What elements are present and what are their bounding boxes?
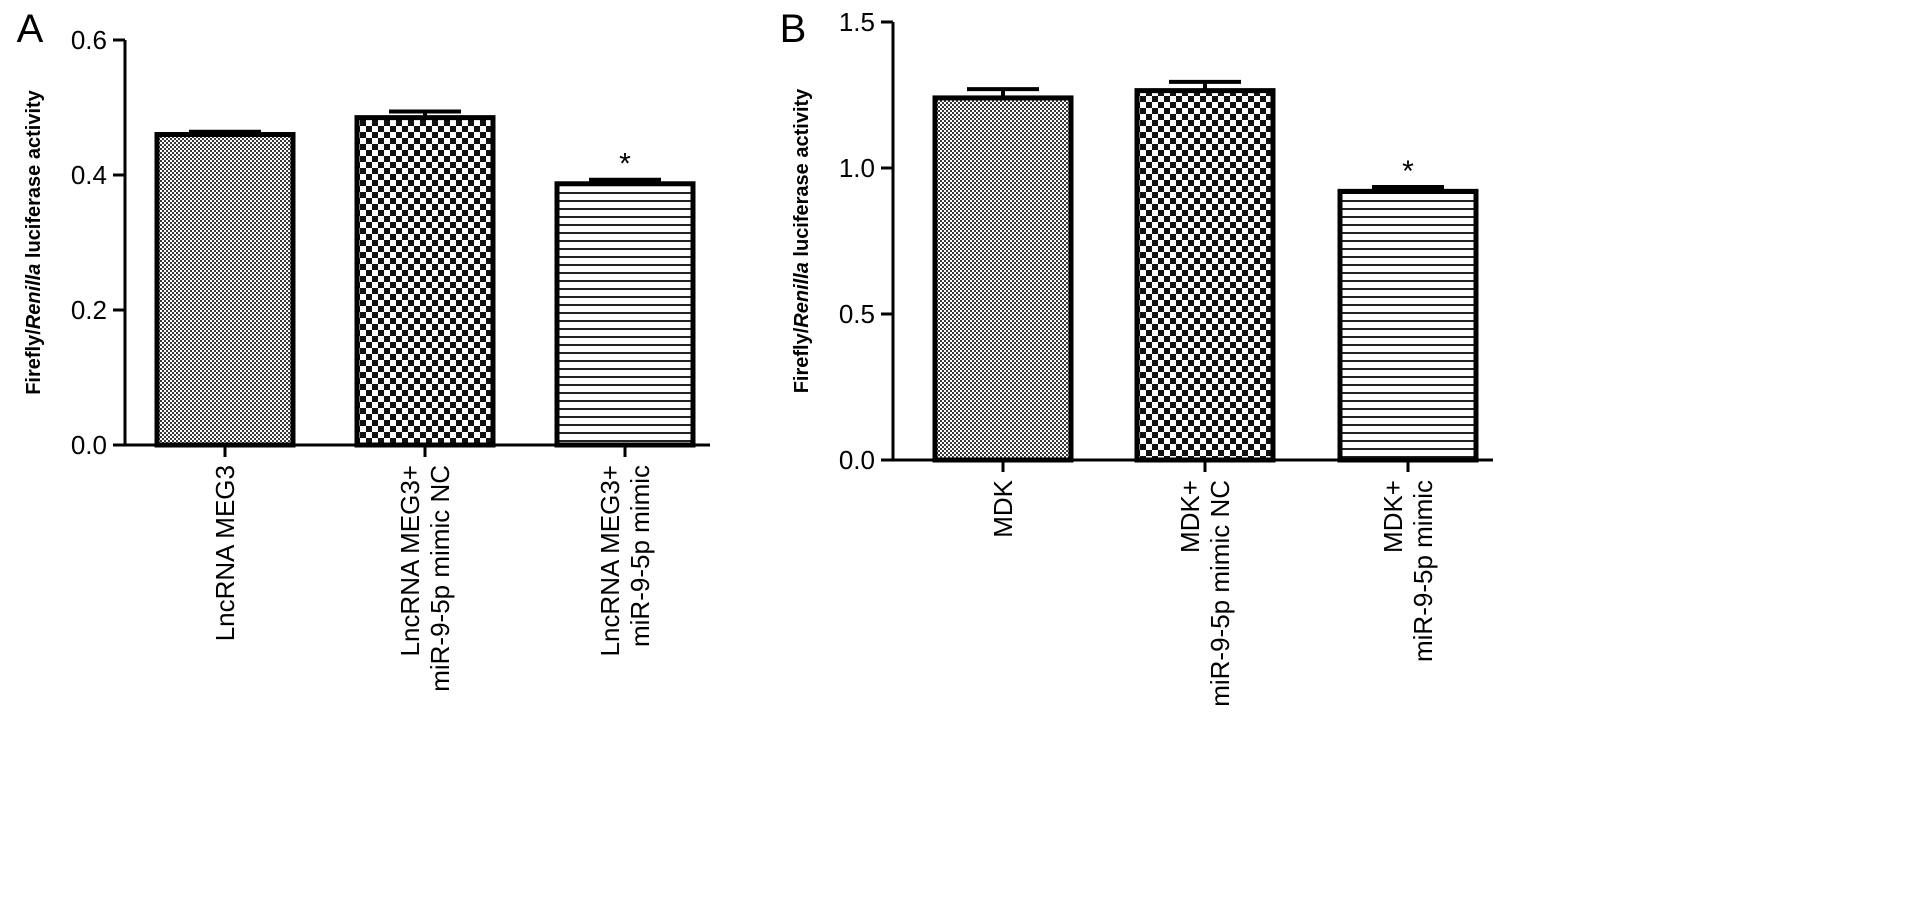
bar: [154, 132, 296, 448]
panel-label: A: [17, 7, 44, 51]
y-tick-label: 0.0: [839, 445, 875, 475]
y-tick-label: 0.2: [71, 295, 107, 325]
bar: [554, 181, 696, 448]
y-tick-label: 0.5: [839, 299, 875, 329]
y-axis-label-part: luciferase activity: [23, 89, 45, 263]
y-axis-label-italic: Renilla: [791, 262, 813, 328]
x-category-label: miR-9-5p mimic NC: [1205, 480, 1235, 707]
y-axis-label: Firefly/Renilla luciferase activity: [791, 88, 813, 393]
y-tick-label: 0.4: [71, 160, 107, 190]
x-category-label: MDK: [988, 479, 1018, 537]
y-axis-label-italic: Renilla: [23, 264, 45, 330]
x-category-label: MDK+: [1378, 480, 1408, 553]
panel-b-chart: B 0.0 0.5 1.0 1.5 Firefly/Renilla luciferase …: [780, 7, 1493, 707]
x-category-label: miR-9-5p mimic: [625, 465, 655, 647]
panel-a-chart: A 0.0 0.2 0.4 0.6 Firefly/Renilla luciferase …: [17, 7, 710, 692]
panel-label: B: [780, 7, 807, 51]
y-tick-label: 0.6: [71, 25, 107, 55]
x-category-label: MDK+: [1175, 480, 1205, 553]
y-axis-label: Firefly/Renilla luciferase activity: [23, 89, 45, 394]
x-category-label: LncRNA MEG3: [210, 465, 240, 641]
x-category-label: LncRNA MEG3+: [395, 465, 425, 656]
y-tick-label: 0.0: [71, 430, 107, 460]
y-axis-label-part: luciferase activity: [791, 88, 813, 262]
y-axis-label-part: Firefly/: [791, 327, 813, 393]
x-category-label: LncRNA MEG3+: [595, 465, 625, 656]
bar: [1337, 188, 1479, 463]
significance-marker: *: [619, 148, 631, 181]
y-axis-label-part: Firefly/: [23, 329, 45, 395]
bar: [932, 95, 1074, 463]
bar: [1134, 88, 1276, 463]
x-category-label: miR-9-5p mimic NC: [425, 465, 455, 692]
significance-marker: *: [1402, 155, 1414, 188]
y-tick-label: 1.5: [839, 7, 875, 37]
y-tick-label: 1.0: [839, 153, 875, 183]
x-category-label: miR-9-5p mimic: [1408, 480, 1438, 662]
bar: [354, 115, 496, 448]
